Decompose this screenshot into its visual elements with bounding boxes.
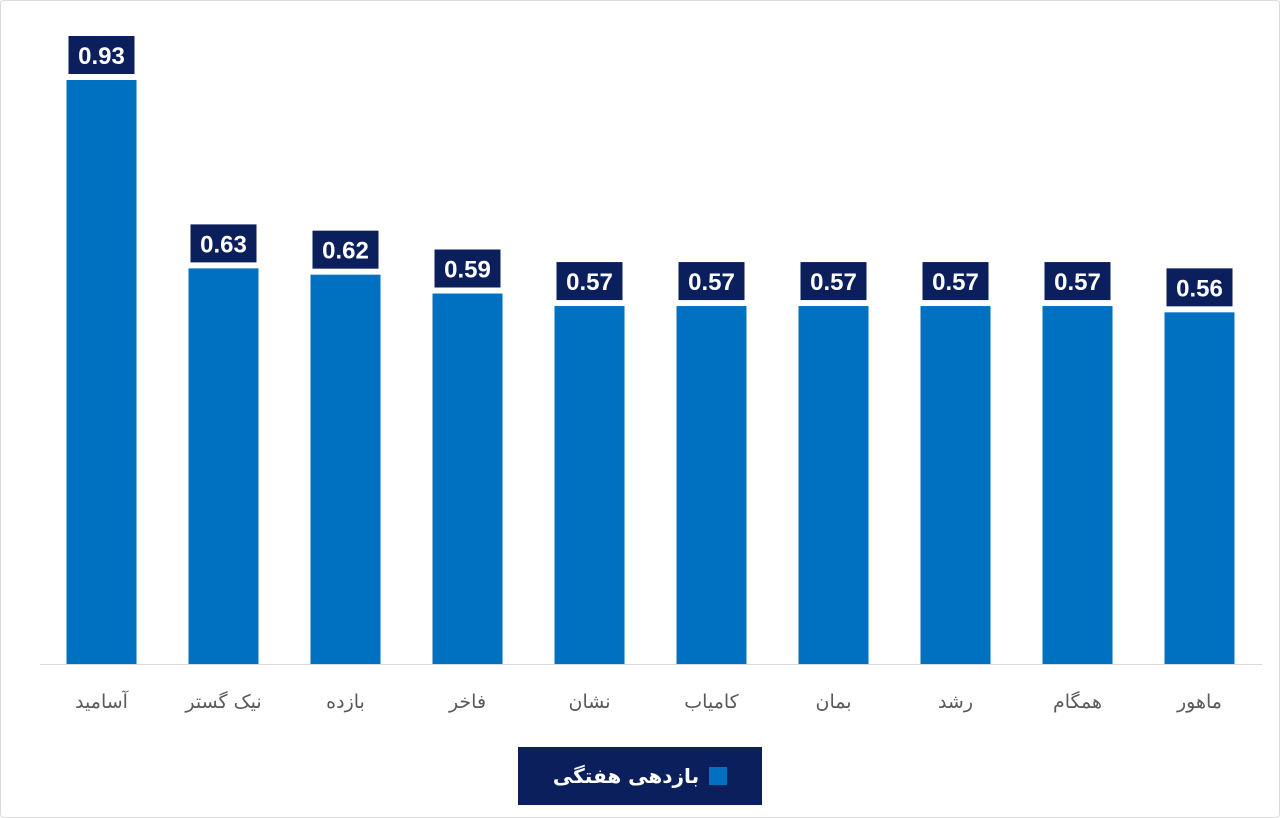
data-label-box bbox=[678, 262, 745, 301]
data-label: 0.56 bbox=[1176, 275, 1223, 302]
x-tick-label: همگام bbox=[1053, 690, 1102, 713]
data-label: 0.57 bbox=[688, 269, 735, 296]
bar bbox=[310, 274, 381, 664]
bar bbox=[432, 293, 503, 664]
data-label: 0.63 bbox=[200, 231, 247, 258]
data-label-box bbox=[800, 262, 867, 301]
bar bbox=[188, 268, 259, 664]
x-tick-label: بازده bbox=[326, 691, 365, 713]
data-label-box bbox=[68, 36, 135, 74]
x-tick-label: نیک گستر bbox=[184, 690, 261, 713]
x-tick-label: ماهور bbox=[1176, 691, 1222, 713]
data-label: 0.62 bbox=[322, 238, 369, 265]
data-label-box bbox=[190, 224, 257, 263]
bar bbox=[66, 80, 137, 664]
x-tick-label: بمان bbox=[815, 691, 851, 713]
data-label: 0.59 bbox=[444, 257, 491, 284]
data-label: 0.93 bbox=[78, 43, 125, 70]
data-label-box bbox=[1166, 268, 1233, 307]
x-tick-label: فاخر bbox=[448, 691, 486, 713]
legend: بازدهی هفتگی bbox=[518, 747, 762, 805]
data-label: 0.57 bbox=[566, 269, 613, 296]
x-tick-label: کامیاب bbox=[684, 691, 739, 713]
bar bbox=[676, 306, 747, 664]
bar bbox=[798, 306, 869, 664]
legend-swatch bbox=[709, 767, 728, 785]
data-label-box bbox=[434, 249, 501, 288]
data-label-box bbox=[556, 262, 623, 301]
bar bbox=[1164, 312, 1235, 664]
x-tick-label: نشان bbox=[569, 691, 611, 713]
bar bbox=[1042, 306, 1113, 664]
data-label: 0.57 bbox=[932, 269, 979, 296]
bar bbox=[554, 306, 625, 664]
data-label-box bbox=[922, 262, 989, 301]
x-tick-label: رشد bbox=[938, 691, 973, 713]
data-label-box bbox=[1044, 262, 1111, 301]
legend-label: بازدهی هفتگی bbox=[552, 764, 700, 788]
bar bbox=[920, 306, 991, 664]
data-label: 0.57 bbox=[810, 269, 857, 296]
data-label-box bbox=[312, 230, 379, 269]
data-label: 0.57 bbox=[1054, 269, 1101, 296]
x-tick-label: آسامید bbox=[75, 689, 129, 713]
